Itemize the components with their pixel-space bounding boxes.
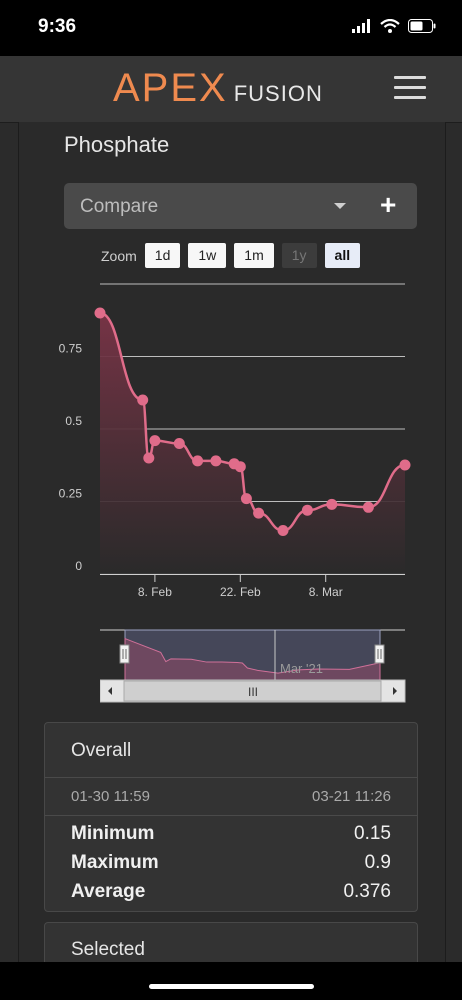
app-header: APEX FUSION <box>0 56 462 123</box>
data-point[interactable] <box>94 307 106 319</box>
compare-dropdown[interactable]: Compare + <box>64 183 417 229</box>
data-point[interactable] <box>143 452 155 464</box>
compare-label: Compare <box>80 196 159 217</box>
stat-label: Average <box>71 881 146 902</box>
x-tick-label: 8. Mar <box>309 585 343 599</box>
stat-value: 0.9 <box>364 852 391 873</box>
data-point[interactable] <box>173 438 185 449</box>
range-start: 01-30 11:59 <box>71 788 150 805</box>
data-point[interactable] <box>234 461 246 473</box>
zoom-all-button[interactable]: all <box>324 243 361 268</box>
stats-title: Overall <box>71 740 132 761</box>
zoom-controls: Zoom 1d 1w 1m 1y all <box>101 243 368 268</box>
zoom-1w-button[interactable]: 1w <box>188 243 227 268</box>
y-tick-label: 0.5 <box>65 414 82 428</box>
logo-fusion: FUSION <box>233 81 323 106</box>
add-icon[interactable]: + <box>380 189 397 220</box>
data-point[interactable] <box>192 455 204 467</box>
zoom-label: Zoom <box>101 247 137 264</box>
selected-title: Selected <box>71 939 145 960</box>
status-time: 9:36 <box>38 16 77 37</box>
navigator-handle-right[interactable] <box>374 644 385 664</box>
scroll-left-icon[interactable] <box>108 687 112 695</box>
stat-label: Minimum <box>71 823 155 844</box>
data-point[interactable] <box>137 394 149 406</box>
stat-value: 0.376 <box>343 881 391 902</box>
y-tick-label: 0 <box>75 559 82 573</box>
stat-row-minimum: Minimum 0.15 <box>71 823 391 845</box>
scrollbar-grip: III <box>248 685 258 699</box>
data-point[interactable] <box>253 507 265 519</box>
zoom-1d-button[interactable]: 1d <box>144 243 181 268</box>
data-point[interactable] <box>149 435 161 447</box>
stat-label: Maximum <box>71 852 159 873</box>
data-point[interactable] <box>399 459 411 471</box>
menu-icon[interactable] <box>394 76 426 100</box>
stat-value: 0.15 <box>354 823 391 844</box>
divider <box>45 777 417 778</box>
phosphate-chart[interactable]: 0 0.25 0.5 0.75 8. Feb 22. Feb 8. Mar <box>44 276 424 606</box>
scrollbar-thumb[interactable] <box>123 680 382 702</box>
data-point[interactable] <box>362 501 374 513</box>
signal-icon <box>352 19 370 33</box>
wifi-icon <box>380 19 400 33</box>
navigator-handle-left[interactable] <box>119 644 130 664</box>
data-point[interactable] <box>326 498 338 510</box>
x-tick-label: 8. Feb <box>138 585 172 599</box>
chevron-down-icon[interactable] <box>334 203 346 209</box>
battery-icon <box>408 19 436 33</box>
logo-apex: APEX <box>113 66 228 110</box>
page-title: Phosphate <box>64 132 170 157</box>
bottom-bar <box>0 962 462 1000</box>
apex-fusion-logo[interactable]: APEX FUSION <box>113 68 323 108</box>
stat-row-maximum: Maximum 0.9 <box>71 852 391 874</box>
data-point[interactable] <box>210 455 222 467</box>
divider <box>45 815 417 816</box>
y-tick-label: 0.25 <box>59 487 83 501</box>
data-point[interactable] <box>240 493 252 505</box>
navigator-label: Mar '21 <box>280 661 323 676</box>
stat-row-average: Average 0.376 <box>71 881 391 903</box>
chart-navigator[interactable]: Mar '21 III <box>100 628 410 706</box>
selected-stats-card: Selected <box>44 922 418 963</box>
status-bar: 9:36 <box>0 0 462 56</box>
zoom-1y-button[interactable]: 1y <box>281 243 317 268</box>
scroll-right-icon[interactable] <box>393 687 397 695</box>
range-end: 03-21 11:26 <box>312 788 391 805</box>
home-indicator[interactable] <box>149 984 314 989</box>
status-icons <box>352 19 436 33</box>
y-tick-label: 0.75 <box>59 342 83 356</box>
overall-stats-card: Overall 01-30 11:59 03-21 11:26 Minimum … <box>44 722 418 912</box>
data-point[interactable] <box>277 525 289 536</box>
x-tick-label: 22. Feb <box>220 585 261 599</box>
data-point[interactable] <box>301 504 313 516</box>
zoom-1m-button[interactable]: 1m <box>234 243 274 268</box>
